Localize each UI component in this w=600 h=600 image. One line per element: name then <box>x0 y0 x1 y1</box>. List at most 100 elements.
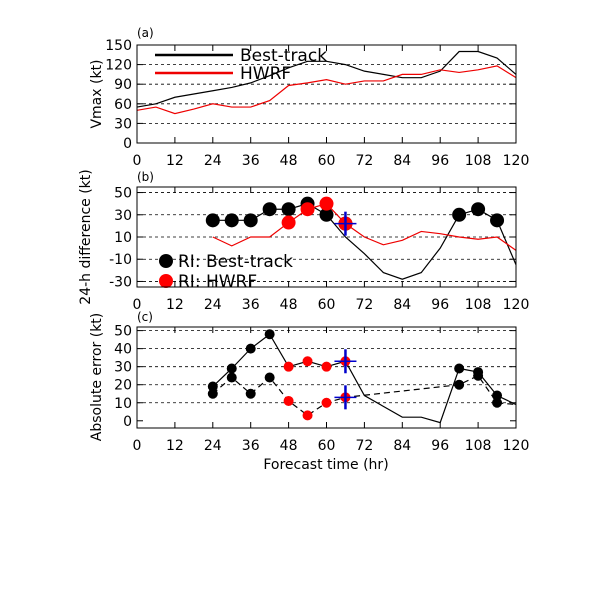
data-point <box>245 343 256 354</box>
x-tick-label-108: 108 <box>465 438 492 454</box>
x-tick-label-12: 12 <box>166 438 184 454</box>
x-tick-label-96: 96 <box>431 153 449 169</box>
data-point-ri-best-track <box>490 213 505 228</box>
y-tick-label-10: 10 <box>114 396 132 412</box>
y-tick-label-0: 0 <box>123 136 132 152</box>
data-point <box>492 390 503 401</box>
legend-label-hwrf: HWRF <box>240 64 291 84</box>
x-tick-label-84: 84 <box>393 297 411 313</box>
data-point <box>226 372 237 383</box>
x-tick-label-24: 24 <box>204 153 222 169</box>
data-point <box>226 363 237 374</box>
panel-a: (a) Best-track HWRF 0 12 24 36 48 60 72 84 96 108… <box>89 26 529 169</box>
data-point <box>473 370 484 381</box>
x-tick-label-60: 60 <box>318 297 336 313</box>
y-tick-label-150: 150 <box>105 38 132 54</box>
data-point-ri-hwrf <box>319 196 334 211</box>
data-point <box>245 388 256 399</box>
legend-marker-ri-hwrf <box>159 274 173 288</box>
x-tick-label-48: 48 <box>280 438 298 454</box>
data-point <box>264 329 275 340</box>
legend-label-ri-best-track: RI: Best-track <box>178 252 293 272</box>
y-tick-label-40: 40 <box>114 342 132 358</box>
x-tick-label-0: 0 <box>133 297 142 313</box>
data-point-ri-best-track <box>243 213 258 228</box>
panel-a-series <box>136 50 517 115</box>
panel-c: (c) 0 12 24 36 48 60 72 84 96 108 120 0 10 20 30 40 50 A… <box>89 310 529 473</box>
data-point-ri-best-track <box>205 213 220 228</box>
x-tick-label-48: 48 <box>280 297 298 313</box>
x-tick-label-12: 12 <box>166 297 184 313</box>
y-tick-label-0: 0 <box>123 414 132 430</box>
data-point-ri-best-track <box>224 213 239 228</box>
panel-b-markers <box>205 196 505 236</box>
x-tick-label-72: 72 <box>355 438 373 454</box>
x-tick-label-84: 84 <box>393 438 411 454</box>
data-point-ri-best-track <box>471 202 486 217</box>
legend-marker-ri-best-track <box>159 254 173 268</box>
panel-c-xlabel: Forecast time (hr) <box>263 457 388 473</box>
panel-a-legend: Best-track HWRF <box>155 46 327 84</box>
x-tick-label-72: 72 <box>355 153 373 169</box>
data-point-ri-hwrf <box>281 215 296 230</box>
x-tick-label-0: 0 <box>133 438 142 454</box>
x-tick-label-72: 72 <box>355 297 373 313</box>
y-tick-label-50: 50 <box>114 186 132 202</box>
panel-b: (b) RI: Best-track RI: HWRF 0 12 24 36 48 60 7… <box>78 169 529 313</box>
x-tick-label-36: 36 <box>242 297 260 313</box>
data-point <box>283 361 294 372</box>
series-line-best-track <box>136 50 517 108</box>
data-point-ri-best-track <box>262 202 277 217</box>
panel-c-ylabel: Absolute error (kt) <box>89 313 105 442</box>
x-tick-label-48: 48 <box>280 153 298 169</box>
y-tick-label-30: -30 <box>109 274 132 290</box>
series-line-best-track-solid <box>212 333 517 424</box>
x-tick-label-96: 96 <box>431 297 449 313</box>
data-point <box>264 372 275 383</box>
panel-b-label: (b) <box>137 170 154 184</box>
y-tick-label-20: 20 <box>114 378 132 394</box>
x-tick-label-36: 36 <box>242 153 260 169</box>
y-tick-label-120: 120 <box>105 58 132 74</box>
y-tick-label-60: 60 <box>114 97 132 113</box>
x-tick-label-12: 12 <box>166 153 184 169</box>
y-tick-label-30: 30 <box>114 360 132 376</box>
data-point <box>207 388 218 399</box>
x-tick-label-120: 120 <box>503 438 530 454</box>
series-line-hwrf-dashed <box>212 374 517 417</box>
x-tick-label-108: 108 <box>465 153 492 169</box>
x-tick-label-60: 60 <box>318 153 336 169</box>
legend-label-best-track: Best-track <box>240 46 327 66</box>
x-tick-label-60: 60 <box>318 438 336 454</box>
panel-a-axes: 0 12 24 36 48 60 72 84 96 108 120 0 30 60 90 120 150 <box>105 38 529 169</box>
data-point <box>302 410 313 421</box>
x-tick-label-36: 36 <box>242 438 260 454</box>
y-tick-label-90: 90 <box>114 77 132 93</box>
panel-c-label: (c) <box>137 310 153 324</box>
data-point-ri-hwrf <box>300 202 315 217</box>
x-tick-label-24: 24 <box>204 297 222 313</box>
x-tick-label-84: 84 <box>393 153 411 169</box>
data-point <box>207 381 218 392</box>
x-tick-label-0: 0 <box>133 153 142 169</box>
panel-c-axes: 0 12 24 36 48 60 72 84 96 108 120 0 10 20 30 40 50 <box>114 324 529 454</box>
panel-b-axes: 0 12 24 36 48 60 72 84 96 108 120 -30 -10 10 30 50 <box>109 186 529 313</box>
x-tick-label-120: 120 <box>503 297 530 313</box>
panel-a-ylabel: Vmax (kt) <box>89 59 105 128</box>
data-point <box>302 356 313 367</box>
legend-label-ri-hwrf: RI: HWRF <box>178 272 257 292</box>
x-tick-label-24: 24 <box>204 438 222 454</box>
y-tick-label-10: 10 <box>114 230 132 246</box>
data-point <box>321 397 332 408</box>
x-tick-label-108: 108 <box>465 297 492 313</box>
panel-c-markers <box>207 329 503 421</box>
y-tick-label-10: -10 <box>109 252 132 268</box>
panel-a-label: (a) <box>137 26 154 40</box>
y-tick-label-50: 50 <box>114 324 132 340</box>
panel-c-frame <box>136 326 517 429</box>
y-tick-label-30: 30 <box>114 208 132 224</box>
data-point <box>454 363 465 374</box>
panel-b-ylabel: 24-h difference (kt) <box>78 169 94 304</box>
data-point <box>321 361 332 372</box>
